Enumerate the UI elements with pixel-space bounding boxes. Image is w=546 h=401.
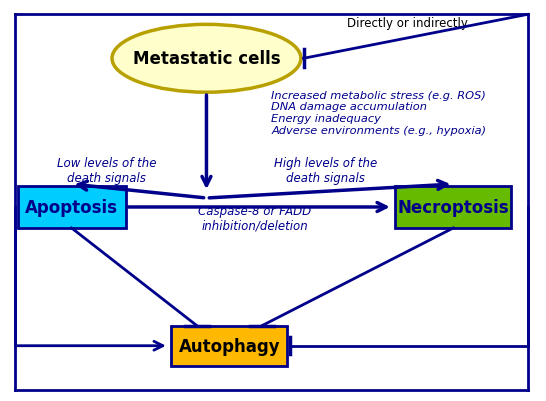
- Text: Autophagy: Autophagy: [179, 337, 280, 355]
- Text: Metastatic cells: Metastatic cells: [133, 50, 280, 68]
- FancyBboxPatch shape: [171, 326, 287, 366]
- Text: Caspase-8 or FADD
inhibition/deletion: Caspase-8 or FADD inhibition/deletion: [199, 205, 312, 233]
- Text: Apoptosis: Apoptosis: [25, 198, 118, 217]
- Text: Low levels of the
death signals: Low levels of the death signals: [57, 157, 156, 184]
- Text: Increased metabolic stress (e.g. ROS)
DNA damage accumulation
Energy inadequacy
: Increased metabolic stress (e.g. ROS) DN…: [271, 91, 486, 135]
- Text: Necroptosis: Necroptosis: [397, 198, 509, 217]
- FancyBboxPatch shape: [395, 186, 512, 229]
- Text: High levels of the
death signals: High levels of the death signals: [274, 157, 377, 184]
- FancyBboxPatch shape: [17, 186, 126, 229]
- Ellipse shape: [112, 25, 301, 93]
- Text: Directly or indirectly: Directly or indirectly: [347, 17, 468, 30]
